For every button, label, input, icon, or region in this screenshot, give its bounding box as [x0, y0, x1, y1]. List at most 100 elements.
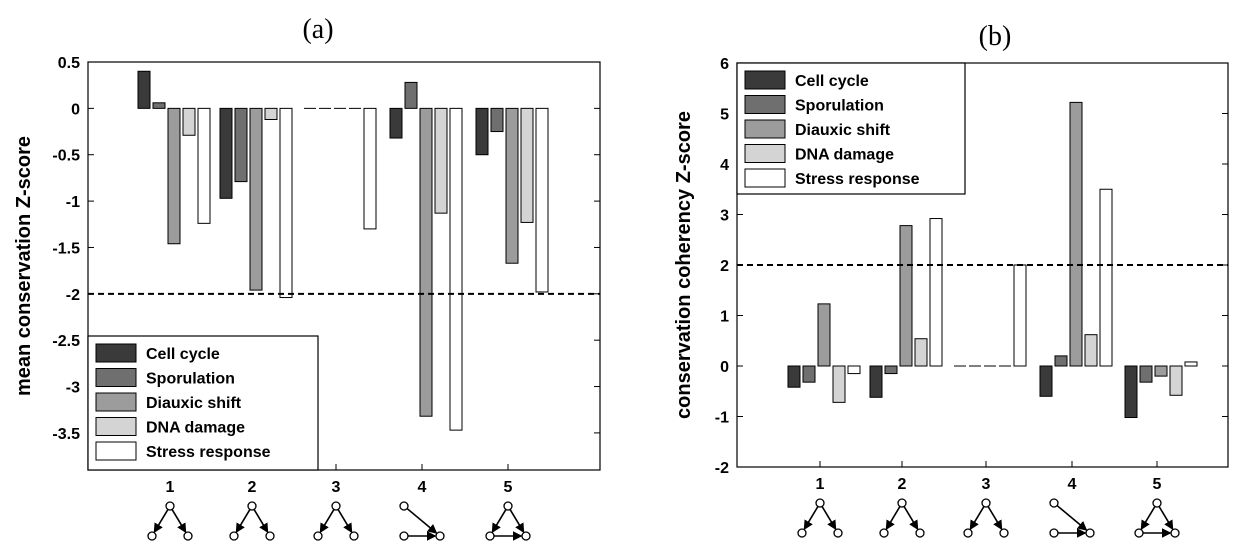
bar	[1069, 101, 1083, 367]
bar	[1054, 355, 1068, 367]
legend-swatch	[744, 95, 786, 114]
bar	[869, 365, 883, 398]
bar	[1169, 365, 1183, 396]
bar	[197, 107, 211, 224]
bar	[1013, 264, 1027, 367]
motif-3-icon	[313, 501, 359, 541]
panel-label: (b)	[979, 21, 1012, 52]
y-tick-label: 2	[720, 258, 729, 275]
legend-label: Cell cycle	[146, 346, 220, 363]
bar	[802, 365, 816, 383]
bar	[1139, 365, 1153, 383]
y-tick-label: -3.5	[52, 426, 80, 443]
x-tick-label: 2	[248, 479, 257, 496]
bar	[817, 303, 831, 367]
y-tick-label: -0.5	[52, 148, 80, 165]
legend-label: Sporulation	[146, 371, 235, 388]
legend-label: Sporulation	[795, 98, 884, 115]
bar	[847, 365, 861, 375]
y-tick-label: 0	[720, 359, 729, 376]
chart-panel-b: (b) 6 5 4 3 2 1 0 -1 -2 conservation coherency Z-s…	[673, 21, 1229, 538]
motif-5-icon	[1134, 498, 1180, 538]
motif-1-icon	[147, 501, 193, 541]
y-tick-label: -1	[715, 410, 729, 427]
x-tick-label: 3	[982, 476, 991, 493]
bar	[490, 107, 504, 133]
bar	[1099, 188, 1113, 367]
bar	[929, 218, 943, 367]
bar	[434, 107, 448, 214]
bar	[182, 107, 196, 136]
bar	[219, 107, 233, 199]
legend-label: Diauxic shift	[795, 122, 891, 139]
y-axis-label: mean conservation Z-score	[13, 136, 35, 396]
bar	[899, 225, 913, 367]
legend-swatch	[744, 168, 786, 188]
motif-4-icon	[399, 501, 445, 541]
x-tick-label: 4	[1068, 476, 1077, 493]
y-axis-label: conservation coherency Z-score	[673, 111, 695, 419]
bar	[832, 365, 846, 403]
y-tick-label: -1.5	[52, 240, 80, 257]
chart-panel-a: (a) 0.5 0 -0.5 -1 -1.5 -2 -2.5 -3 -3.5 mean conser…	[13, 14, 601, 541]
plot-frame	[87, 61, 601, 471]
legend-swatch	[744, 70, 786, 90]
bar	[1154, 365, 1168, 377]
legend-label: Diauxic shift	[146, 395, 242, 412]
bar	[152, 102, 166, 109]
bar	[1039, 365, 1053, 397]
motif-1-icon	[797, 498, 843, 538]
bar	[1084, 334, 1098, 367]
y-tick-label: 6	[720, 56, 729, 73]
bar	[449, 107, 463, 431]
motif-2-icon	[879, 498, 925, 538]
panel-label: (a)	[302, 14, 333, 45]
bar	[389, 107, 403, 139]
legend-swatch	[95, 343, 137, 363]
x-tick-label: 1	[166, 479, 175, 496]
y-tick-label: -2.5	[52, 333, 80, 350]
legend-swatch	[744, 119, 786, 139]
legend-label: DNA damage	[795, 147, 894, 164]
y-tick-label: -3	[66, 380, 80, 397]
bar	[535, 107, 549, 293]
x-tick-label: 1	[816, 476, 825, 493]
legend-swatch	[95, 392, 137, 412]
y-tick-label: -2	[66, 287, 80, 304]
motif-4-icon	[1049, 498, 1095, 538]
bar	[419, 107, 433, 417]
y-tick-label: 1	[720, 309, 729, 326]
bar	[884, 365, 898, 375]
bar	[1124, 365, 1138, 419]
bar	[363, 107, 377, 230]
motif-2-icon	[229, 501, 275, 541]
legend-label: Stress response	[146, 444, 271, 461]
bar	[279, 107, 293, 299]
x-tick-label: 5	[504, 479, 513, 496]
y-tick-label: 0	[71, 101, 80, 118]
y-tick-label: -2	[715, 460, 729, 477]
bar	[505, 107, 519, 264]
x-tick-label: 3	[332, 479, 341, 496]
legend-label: DNA damage	[146, 420, 245, 437]
bar	[234, 107, 248, 183]
y-tick-label: 0.5	[58, 55, 80, 72]
x-tick-label: 2	[898, 476, 907, 493]
bar	[264, 107, 278, 120]
bar	[404, 81, 418, 109]
bar	[520, 107, 534, 223]
bar	[249, 107, 263, 291]
legend-swatch	[95, 417, 137, 436]
legend-label: Cell cycle	[795, 73, 869, 90]
y-tick-label: -1	[66, 194, 80, 211]
motif-5-icon	[485, 501, 531, 541]
bar	[475, 107, 489, 156]
bar	[914, 338, 928, 367]
bar	[1184, 361, 1198, 367]
y-tick-label: 4	[720, 157, 729, 174]
bar	[167, 107, 181, 245]
x-tick-label: 4	[418, 479, 427, 496]
legend-swatch	[95, 441, 137, 461]
y-tick-label: 5	[720, 107, 729, 124]
